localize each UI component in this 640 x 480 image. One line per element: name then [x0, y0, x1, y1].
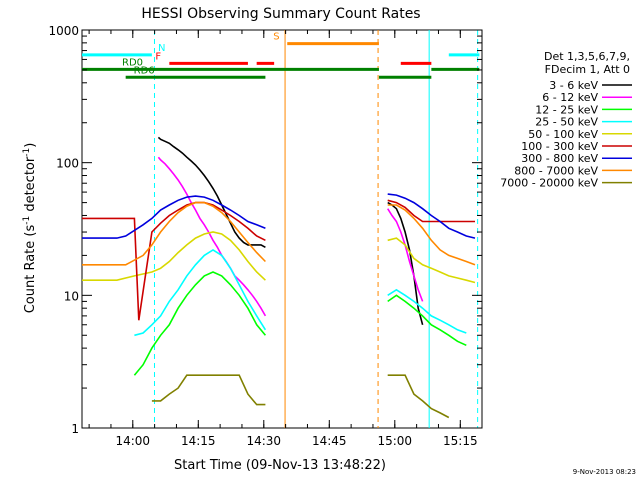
y-axis-ticks: 1 10 100 1000	[48, 24, 482, 436]
series-7-line-1	[387, 204, 476, 266]
series-3-line-0	[134, 248, 267, 337]
x-tick-label-4: 15:00	[377, 434, 412, 448]
series-6-line-1	[387, 193, 476, 239]
chart-title: HESSI Observing Summary Count Rates	[141, 6, 420, 22]
series-8-line-0	[151, 374, 266, 406]
x-tick-label-3: 14:45	[312, 434, 347, 448]
y-tick-label-2: 100	[56, 157, 79, 171]
x-tick-label-0: 14:00	[115, 434, 150, 448]
legend-header-line-2: FDecim 1, Att 0	[545, 63, 630, 76]
series-lines	[82, 136, 476, 419]
series-4-line-0	[82, 231, 266, 282]
legend: Det 1,3,5,6,7,9, FDecim 1, Att 0 3 - 6 k…	[500, 50, 632, 190]
legend-label-1: 6 - 12 keV	[542, 91, 598, 104]
x-axis-label: Start Time (09-Nov-13 13:48:22)	[174, 458, 386, 473]
flag-label-s: S	[273, 32, 279, 43]
y-tick-label-1: 10	[64, 289, 79, 303]
legend-label-6: 300 - 800 keV	[521, 152, 598, 165]
date-stamp: 9-Nov-2013 08:23	[573, 468, 636, 476]
series-0-line-1	[387, 201, 424, 326]
series-2-line-1	[387, 294, 467, 347]
series-8-line-1	[387, 374, 450, 419]
legend-label-3: 25 - 50 keV	[535, 116, 598, 129]
legend-label-0: 3 - 6 keV	[549, 79, 598, 92]
series-1-line-0	[157, 156, 267, 317]
series-5-line-1	[387, 199, 475, 223]
legend-label-7: 800 - 7000 keV	[514, 164, 598, 177]
series-5-line-0	[82, 201, 266, 321]
legend-header-line-1: Det 1,3,5,6,7,9,	[544, 50, 630, 63]
flag-label-rd6: RD6	[134, 65, 155, 76]
series-0-line-0	[157, 136, 266, 249]
series-2-line-0	[133, 271, 267, 376]
legend-label-5: 100 - 300 keV	[521, 140, 598, 153]
x-tick-label-5: 15:15	[443, 434, 478, 448]
series-6-line-0	[82, 195, 266, 239]
vertical-markers	[153, 30, 479, 428]
legend-label-2: 12 - 25 keV	[535, 103, 598, 116]
series-4-line-1	[387, 237, 476, 284]
legend-label-4: 50 - 100 keV	[528, 128, 598, 141]
x-tick-label-2: 14:30	[246, 434, 281, 448]
x-axis-ticks: 14:00 14:15 14:30 14:45 15:00 15:15	[88, 30, 478, 448]
x-tick-label-1: 14:15	[181, 434, 216, 448]
plot-frame	[81, 29, 483, 429]
y-axis-label: Count Rate (s-1 detector-1)	[22, 143, 38, 314]
flag-label-n: N	[158, 43, 165, 54]
series-3-line-1	[387, 288, 467, 334]
y-tick-label-0: 1	[71, 422, 79, 436]
flag-label-rd0: RD0	[122, 57, 143, 68]
flag-label-f: F	[155, 51, 161, 62]
legend-label-8: 7000 - 20000 keV	[500, 177, 598, 190]
series-7-line-0	[82, 201, 266, 266]
y-tick-label-3: 1000	[48, 24, 79, 38]
